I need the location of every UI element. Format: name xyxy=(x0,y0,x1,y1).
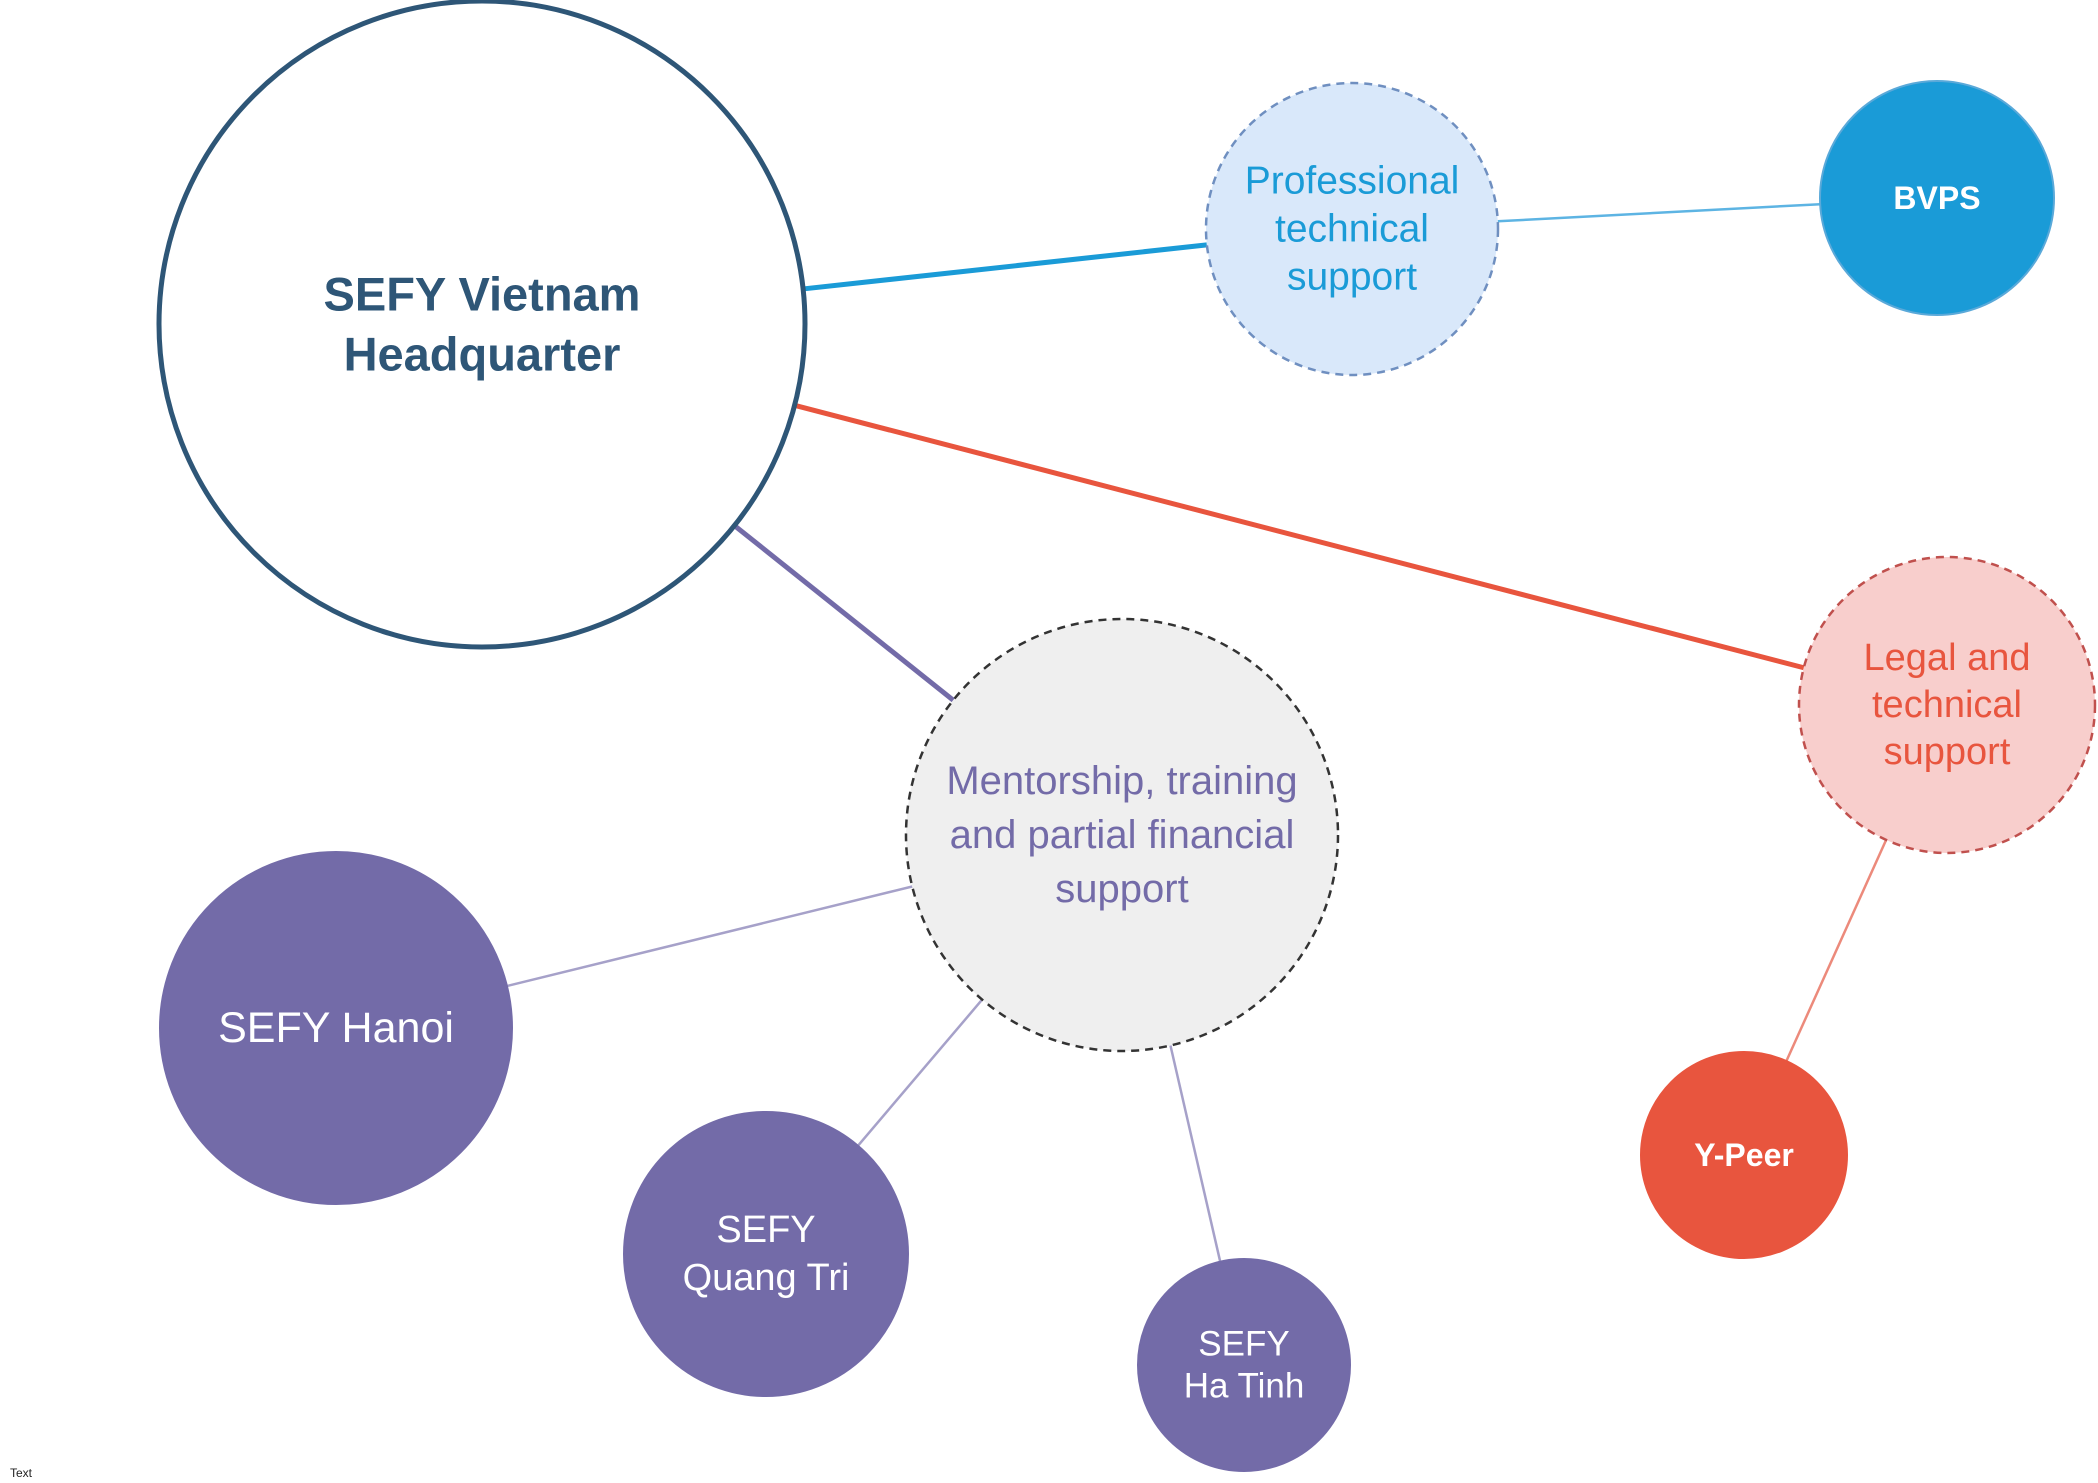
node-legal-support: Legal and technical support xyxy=(1797,555,2097,855)
node-label-sefy-hanoi-line-1: SEFY Hanoi xyxy=(218,1004,454,1052)
node-label-sefy-ha-tinh-line-2: Ha Tinh xyxy=(1184,1367,1305,1406)
node-circle-mentorship xyxy=(904,617,1340,1053)
edge-professional-support-to-bvps xyxy=(1497,202,1821,223)
node-label-professional-support-line-3: support xyxy=(1287,256,1417,299)
node-label-professional-support-line-1: Professional xyxy=(1245,160,1460,203)
node-circle-hq xyxy=(156,0,808,650)
node-label-legal-support-line-2: technical xyxy=(1872,684,2022,726)
node-label-legal-support-line-1: Legal and xyxy=(1864,637,2031,679)
node-bvps: BVPS xyxy=(1819,80,2055,316)
node-label-legal-support-line-3: support xyxy=(1884,731,2011,773)
node-circle-sefy-hanoi xyxy=(159,851,513,1205)
node-label-mentorship-line-1: Mentorship, training xyxy=(946,759,1297,803)
node-sefy-quang-tri: SEFY Quang Tri xyxy=(623,1111,909,1397)
node-sefy-hanoi: SEFY Hanoi xyxy=(159,851,513,1205)
node-y-peer: Y-Peer xyxy=(1640,1051,1848,1259)
node-label-hq-line-1: SEFY Vietnam xyxy=(324,268,641,321)
node-mentorship: Mentorship, training and partial financia… xyxy=(904,617,1340,1053)
node-circle-sefy-ha-tinh xyxy=(1137,1258,1351,1472)
node-label-sefy-quang-tri-line-1: SEFY xyxy=(716,1209,815,1251)
node-hq: SEFY Vietnam Headquarter xyxy=(156,0,808,650)
edge-legal-support-to-y-peer xyxy=(1785,839,1888,1062)
node-circle-sefy-quang-tri xyxy=(623,1111,909,1397)
corner-text-label: Text xyxy=(10,1466,33,1480)
node-label-sefy-quang-tri-line-2: Quang Tri xyxy=(683,1257,850,1299)
edge-mentorship-to-sefy-hanoi xyxy=(506,885,913,988)
node-label-y-peer-line-1: Y-Peer xyxy=(1694,1137,1794,1173)
node-label-mentorship-line-3: support xyxy=(1055,867,1188,911)
edge-mentorship-to-sefy-quang-tri xyxy=(856,998,984,1147)
node-circle-bvps xyxy=(1819,80,2055,316)
nodes-layer: SEFY Vietnam Headquarter Professional techn… xyxy=(156,0,2097,1472)
node-label-sefy-ha-tinh-line-1: SEFY xyxy=(1198,1325,1289,1364)
node-label-mentorship-line-2: and partial financial xyxy=(950,813,1295,857)
node-label-bvps-line-1: BVPS xyxy=(1893,180,1980,216)
node-circle-legal-support xyxy=(1797,555,2097,855)
node-circle-professional-support xyxy=(1204,81,1500,377)
edge-hq-to-professional-support xyxy=(802,242,1208,292)
node-professional-support: Professional technical support xyxy=(1204,81,1500,377)
edge-mentorship-to-sefy-ha-tinh xyxy=(1169,1045,1222,1262)
node-circle-y-peer xyxy=(1640,1051,1848,1259)
edge-hq-to-legal-support xyxy=(793,402,1805,671)
edges-layer xyxy=(506,202,1888,1262)
edge-hq-to-mentorship xyxy=(732,523,955,703)
node-label-hq-line-2: Headquarter xyxy=(344,328,621,381)
node-label-professional-support-line-2: technical xyxy=(1275,208,1429,251)
